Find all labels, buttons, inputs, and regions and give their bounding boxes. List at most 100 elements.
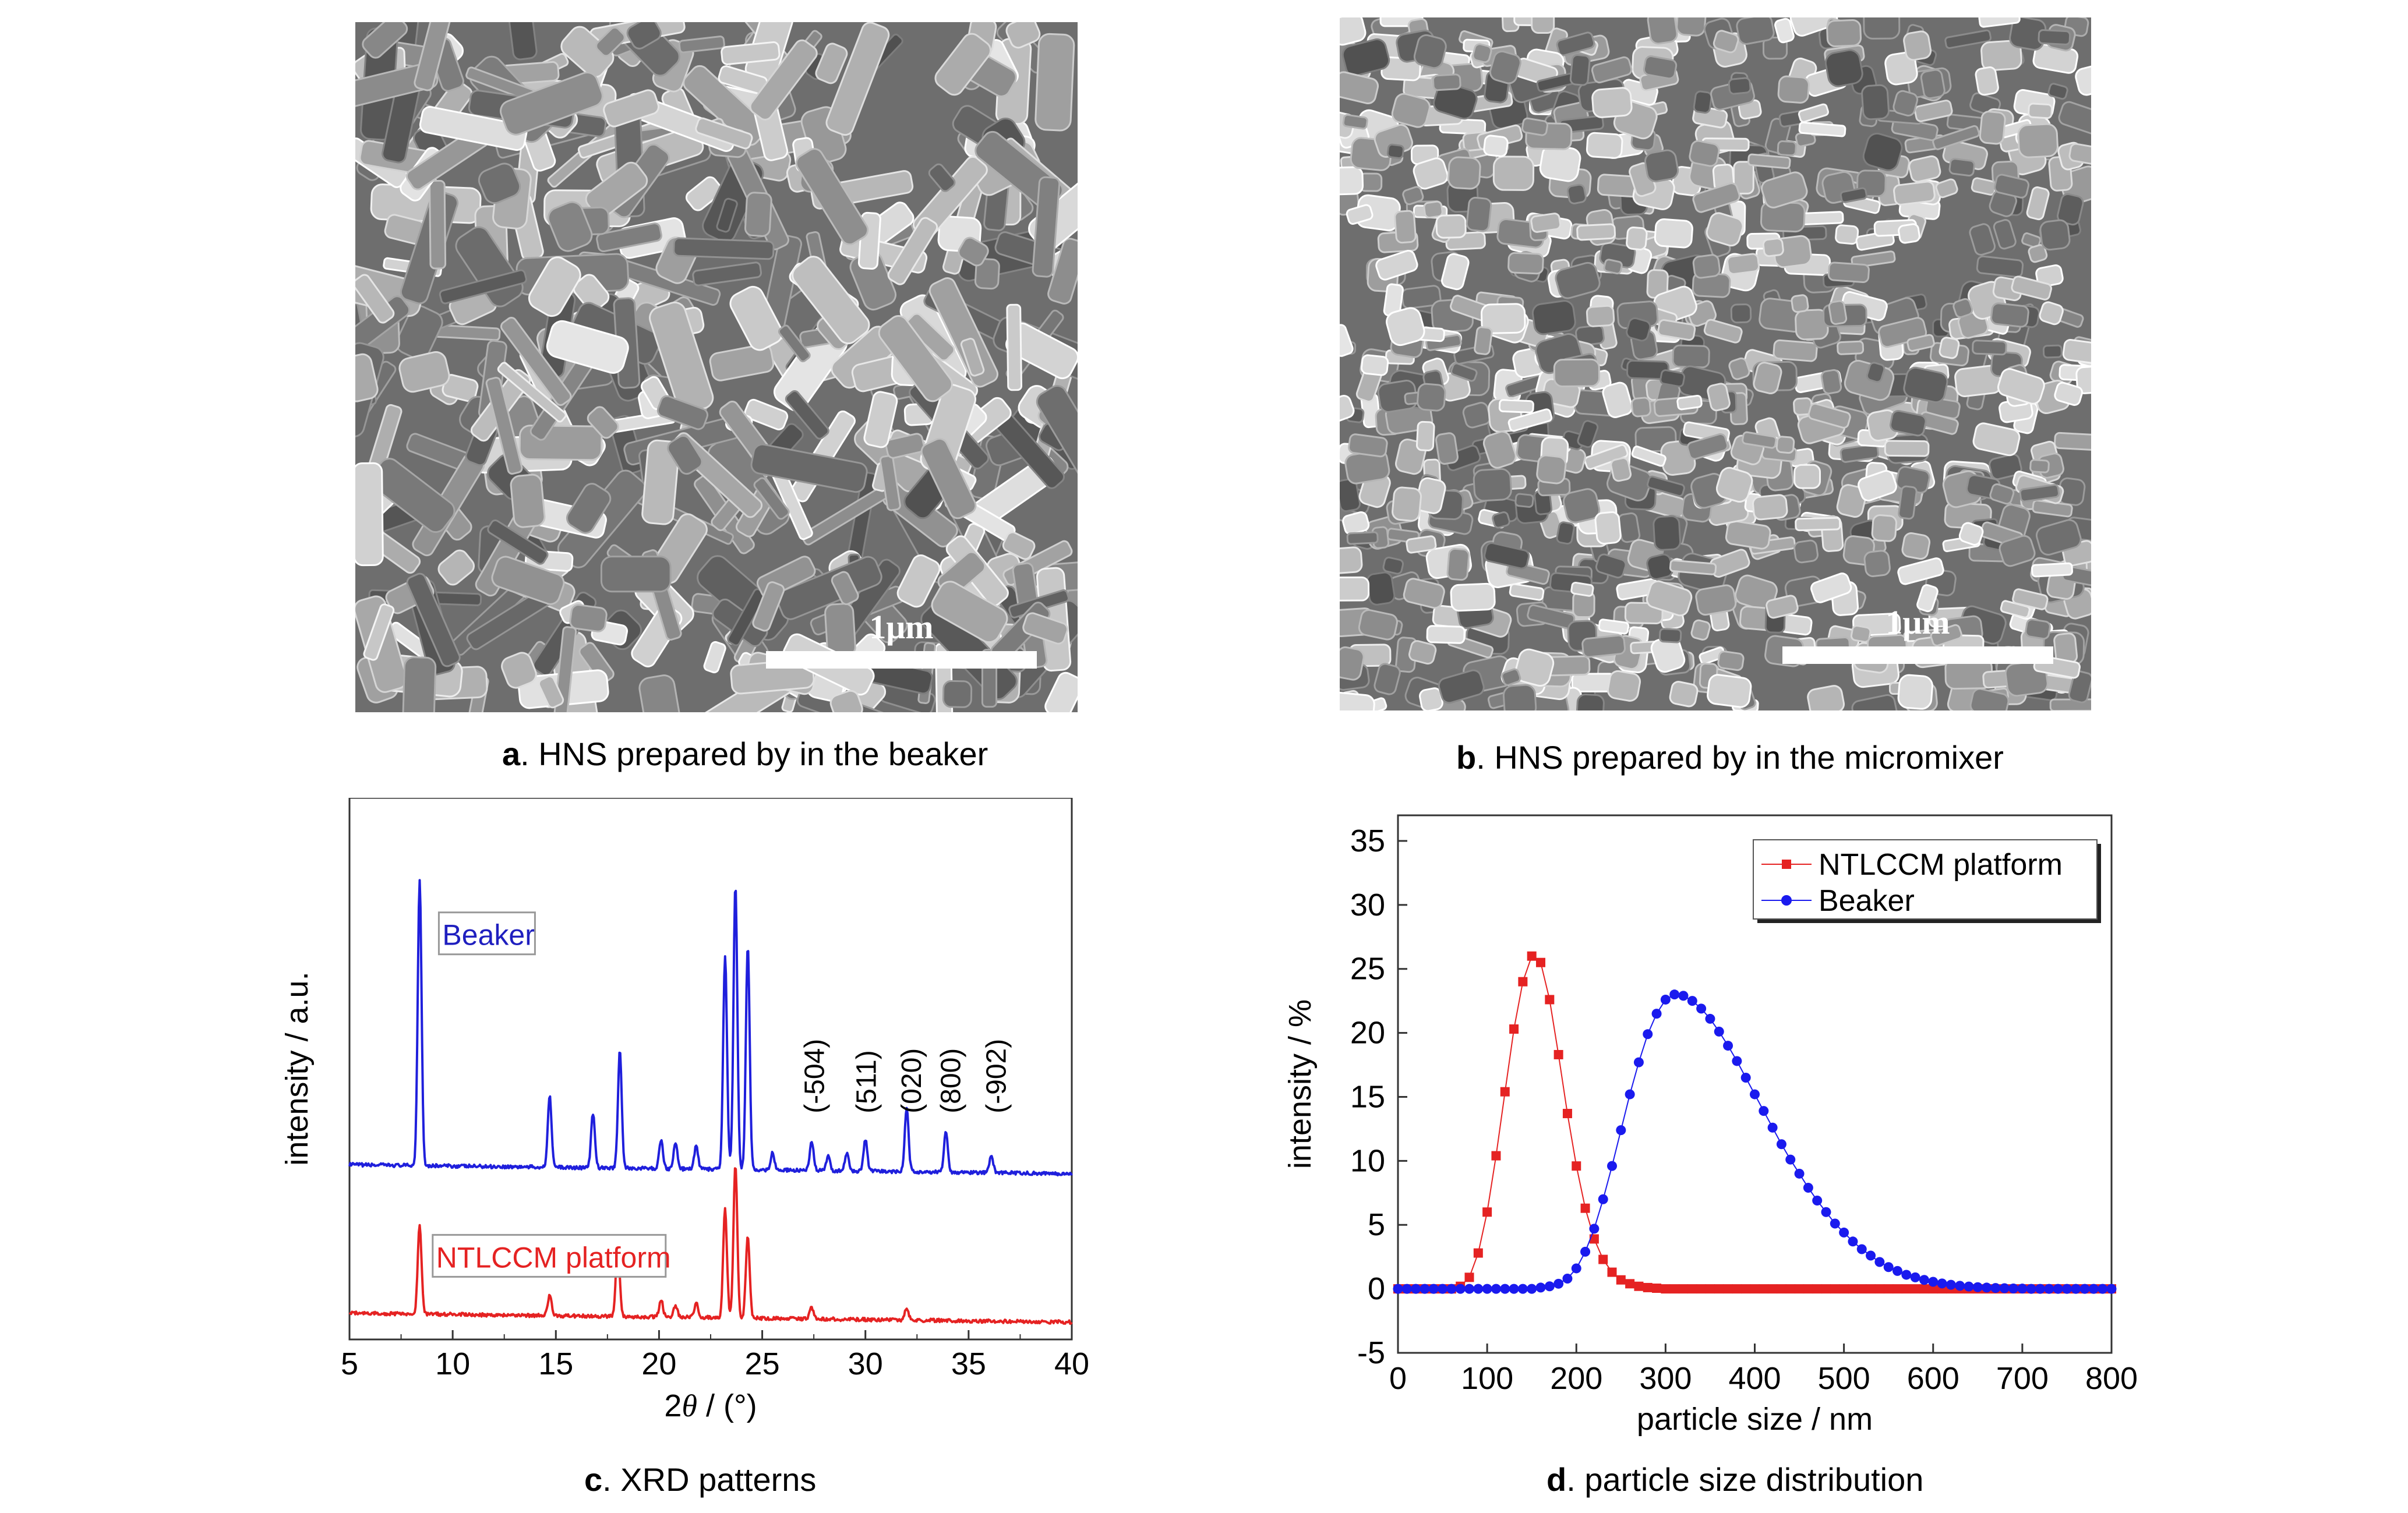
data-point-ntlccm — [1589, 1234, 1599, 1244]
legend-label-ntlccm: NTLCCM platform — [1819, 848, 2063, 882]
data-point-beaker — [2035, 1284, 2045, 1294]
data-point-ntlccm — [1741, 1284, 1751, 1294]
data-point-beaker — [1874, 1257, 1885, 1267]
data-point-ntlccm — [1768, 1284, 1778, 1294]
series-label-box-beaker — [437, 911, 536, 956]
data-point-beaker — [1517, 1284, 1528, 1294]
data-point-beaker — [1687, 996, 1697, 1006]
data-point-beaker — [2061, 1284, 2072, 1294]
y-tick-label: 20 — [1350, 1016, 1385, 1051]
data-point-beaker — [1759, 1106, 1769, 1116]
data-point-beaker — [1705, 1013, 1715, 1024]
data-point-beaker — [1946, 1279, 1956, 1290]
data-point-beaker — [1643, 1029, 1653, 1040]
data-point-ntlccm — [1830, 1284, 1840, 1294]
data-point-beaker — [1473, 1284, 1484, 1294]
data-point-beaker — [1910, 1272, 1920, 1282]
data-point-beaker — [1633, 1057, 1644, 1067]
data-point-beaker — [2053, 1284, 2063, 1294]
data-point-beaker — [2026, 1284, 2036, 1294]
data-point-beaker — [1990, 1283, 2001, 1293]
data-point-beaker — [2106, 1284, 2117, 1294]
peak-annotation: (800) — [936, 1048, 967, 1113]
y-axis-label: intensity / % — [1283, 999, 1318, 1169]
data-point-beaker — [1892, 1265, 1902, 1276]
data-point-beaker — [1616, 1125, 1626, 1136]
legend-box — [1753, 839, 2098, 920]
sem-image-beaker: 1μm — [355, 22, 1078, 712]
data-point-beaker — [1660, 994, 1671, 1005]
data-point-ntlccm — [1839, 1284, 1849, 1294]
data-point-beaker — [1750, 1089, 1760, 1100]
x-tick-label: 600 — [1907, 1361, 1959, 1396]
series-label-ntlccm: NTLCCM platform — [436, 1241, 671, 1274]
data-point-ntlccm — [1679, 1284, 1688, 1294]
y-tick-label: 35 — [1350, 823, 1385, 858]
caption-a: a. HNS prepared by in the beaker — [502, 735, 988, 773]
data-point-beaker — [1785, 1154, 1796, 1165]
data-point-beaker — [1928, 1277, 1939, 1287]
data-point-beaker — [1919, 1275, 1929, 1285]
data-point-ntlccm — [1928, 1284, 1938, 1294]
data-point-ntlccm — [1669, 1284, 1679, 1294]
data-point-beaker — [1866, 1250, 1876, 1261]
scale-bar-label: 1μm — [869, 608, 933, 646]
data-point-beaker — [1999, 1283, 2010, 1293]
data-point-beaker — [1901, 1270, 1912, 1280]
data-point-ntlccm — [1634, 1281, 1644, 1291]
data-point-ntlccm — [1661, 1284, 1671, 1294]
data-point-ntlccm — [1607, 1267, 1617, 1277]
x-axis-label-symbol: θ — [682, 1388, 697, 1423]
data-point-beaker — [1794, 1168, 1805, 1179]
data-point-beaker — [1839, 1227, 1849, 1238]
data-point-ntlccm — [1866, 1284, 1876, 1294]
data-point-beaker — [1401, 1284, 1412, 1294]
x-tick-label: 0 — [1389, 1361, 1407, 1396]
y-tick-label: 0 — [1368, 1271, 1385, 1306]
legend-marker-beaker — [1781, 895, 1792, 906]
data-point-beaker — [1982, 1282, 1992, 1293]
data-point-ntlccm — [1536, 957, 1545, 967]
data-point-ntlccm — [1482, 1207, 1492, 1217]
caption-letter-c: c — [584, 1461, 603, 1498]
data-point-beaker — [1669, 989, 1680, 1000]
x-tick-label: 20 — [641, 1346, 676, 1381]
data-point-ntlccm — [1795, 1284, 1805, 1294]
xrd-chart: 5 10 15 20 25 30 35 40 2θ / (°) intensity / a.u. B… — [280, 798, 1089, 1423]
data-point-ntlccm — [1901, 1284, 1911, 1294]
series-line-beaker — [348, 879, 1073, 1176]
caption-d: d. particle size distribution — [1547, 1461, 1923, 1498]
data-point-beaker — [1571, 1263, 1581, 1274]
data-point-beaker — [1767, 1122, 1778, 1133]
x-tick-label: 300 — [1639, 1361, 1692, 1396]
data-point-beaker — [1776, 1139, 1786, 1150]
x-tick-label: 400 — [1728, 1361, 1781, 1396]
x-axis-label-suffix: / (°) — [697, 1388, 757, 1423]
data-point-ntlccm — [1527, 951, 1537, 961]
data-point-ntlccm — [1616, 1275, 1626, 1285]
data-point-beaker — [1651, 1009, 1662, 1019]
data-point-beaker — [1411, 1284, 1421, 1294]
data-point-beaker — [1562, 1274, 1573, 1284]
data-point-ntlccm — [1884, 1284, 1894, 1294]
y-tick-label: 25 — [1350, 952, 1385, 987]
data-point-beaker — [1420, 1284, 1430, 1294]
data-point-ntlccm — [1732, 1284, 1742, 1294]
data-point-beaker — [1678, 991, 1689, 1001]
data-point-beaker — [1464, 1284, 1474, 1294]
data-point-beaker — [1740, 1073, 1751, 1083]
data-point-ntlccm — [1777, 1284, 1786, 1294]
data-point-beaker — [1696, 1003, 1707, 1014]
data-point-beaker — [2017, 1284, 2028, 1294]
data-point-ntlccm — [1723, 1284, 1733, 1294]
data-point-beaker — [1830, 1218, 1840, 1229]
data-point-ntlccm — [1750, 1284, 1760, 1294]
data-point-ntlccm — [1803, 1284, 1813, 1294]
caption-letter-a: a — [502, 736, 521, 772]
caption-letter-d: d — [1547, 1461, 1567, 1498]
caption-text-c: . XRD patterns — [602, 1461, 817, 1498]
y-axis-label: intensity / a.u. — [280, 971, 315, 1165]
data-point-ntlccm — [1652, 1284, 1662, 1293]
data-point-beaker — [1714, 1026, 1724, 1037]
x-axis-label: particle size / nm — [1637, 1402, 1873, 1437]
